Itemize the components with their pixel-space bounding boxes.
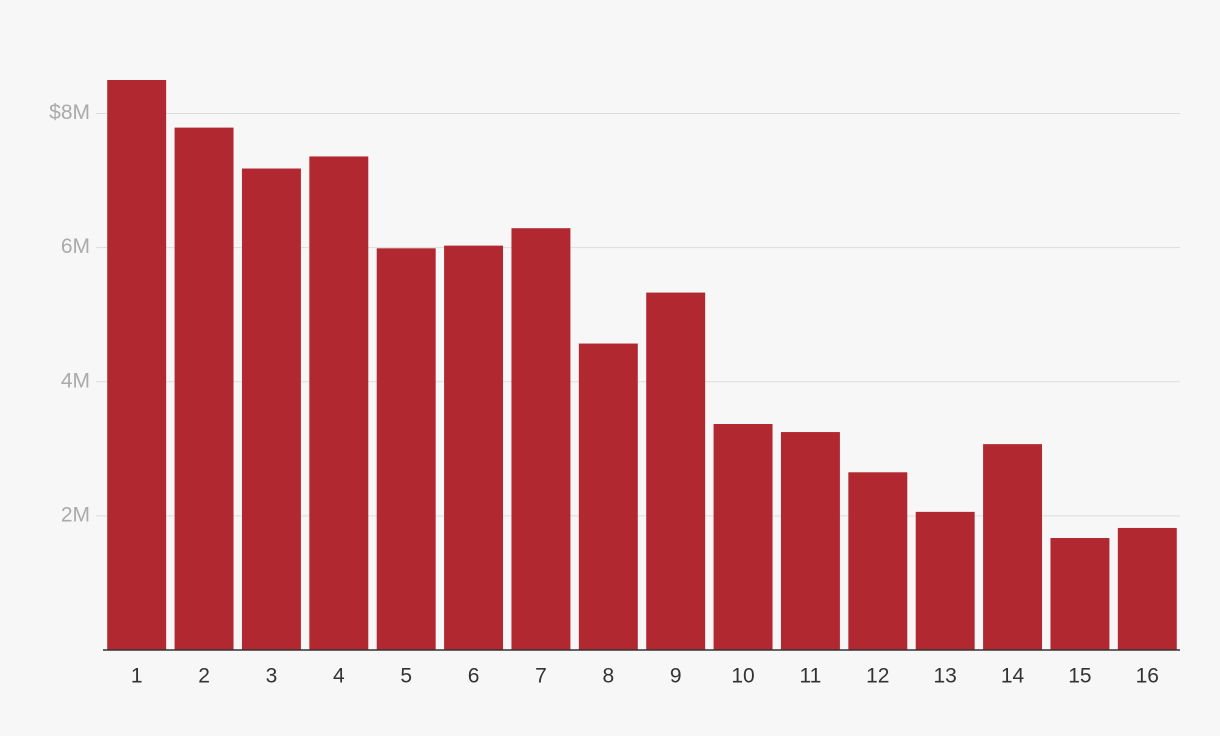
x-tick-label: 12 [866,665,889,688]
x-tick-label: 1 [131,665,143,688]
x-tick-label: 4 [333,665,345,688]
bar [1117,527,1177,650]
bar [646,292,706,650]
x-tick-label: 9 [670,665,682,688]
x-tick-label: 15 [1068,665,1091,688]
bar [444,245,504,650]
bar [848,472,908,650]
bar [713,424,773,650]
bar [107,80,167,650]
x-tick-label: 8 [602,665,614,688]
x-tick-label: 11 [800,665,822,688]
y-tick-label: $8M [49,101,90,124]
x-tick-label: 5 [400,665,412,688]
bar [376,248,436,651]
x-tick-label: 6 [468,665,480,688]
bar [578,343,638,650]
x-tick-label: 10 [731,665,754,688]
x-tick-label: 14 [1001,665,1025,688]
bar [174,127,234,651]
x-tick-label: 16 [1136,665,1159,688]
bar [1050,538,1110,650]
y-tick-label: 4M [61,369,90,392]
x-tick-label: 2 [198,665,210,688]
y-tick-label: 2M [61,503,90,526]
bar [780,432,840,650]
x-tick-label: 7 [535,665,547,688]
bar [983,444,1043,650]
bar [511,228,571,650]
bar [309,156,369,650]
bar [915,511,975,650]
bar [241,168,301,651]
y-tick-label: 6M [61,235,90,258]
x-tick-label: 13 [934,665,957,688]
x-tick-label: 3 [266,665,278,688]
